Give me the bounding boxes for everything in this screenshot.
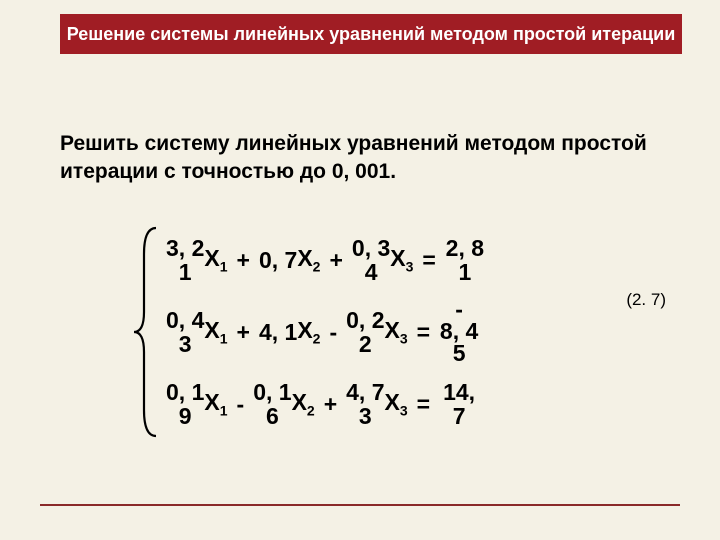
coef-1-3: 0, 3 4 <box>352 236 390 284</box>
footer-rule <box>40 504 680 506</box>
coef-2-1: 0, 4 3 <box>166 308 204 356</box>
x1: X1 <box>204 317 227 347</box>
x3: X3 <box>390 245 413 275</box>
equals: = <box>422 247 435 274</box>
equation-2: 0, 4 3 X1 + 4, 1 X2 - 0, 2 2 X3 = - 8, 4… <box>166 296 485 368</box>
rhs-3: 14, 7 <box>439 380 479 428</box>
x2: X2 <box>297 317 320 347</box>
x1: X1 <box>204 389 227 419</box>
coef-3-1: 0, 1 9 <box>166 380 204 428</box>
op: + <box>329 247 342 274</box>
left-brace <box>130 224 162 440</box>
equation-1: 3, 2 1 X1 + 0, 7 X2 + 0, 3 4 X3 = 2, 8 1 <box>166 224 485 296</box>
rhs-1: 2, 8 1 <box>445 236 485 284</box>
slide-title: Решение системы линейных уравнений метод… <box>67 24 676 45</box>
coef-1-1: 3, 2 1 <box>166 236 204 284</box>
x2: X2 <box>292 389 315 419</box>
x3: X3 <box>385 317 408 347</box>
body-text: Решить систему линейных уравнений методо… <box>60 130 660 187</box>
title-bar: Решение системы линейных уравнений метод… <box>60 14 682 54</box>
op: + <box>237 247 250 274</box>
op: + <box>237 319 250 346</box>
equations: 3, 2 1 X1 + 0, 7 X2 + 0, 3 4 X3 = 2, 8 1… <box>162 224 485 440</box>
rhs-2: - 8, 4 5 <box>439 299 479 365</box>
coef-2-3: 0, 2 2 <box>346 308 384 356</box>
x2: X2 <box>297 245 320 275</box>
op: + <box>324 391 337 418</box>
equals: = <box>417 319 430 346</box>
op: - <box>237 391 245 418</box>
coef-2-2: 4, 1 <box>259 319 297 346</box>
coef-3-3: 4, 7 3 <box>346 380 384 428</box>
equation-3: 0, 1 9 X1 - 0, 1 6 X2 + 4, 7 3 X3 = 14, … <box>166 368 485 440</box>
equals: = <box>417 391 430 418</box>
x1: X1 <box>204 245 227 275</box>
x3: X3 <box>385 389 408 419</box>
coef-3-2: 0, 1 6 <box>253 380 291 428</box>
coef-1-2: 0, 7 <box>259 247 297 274</box>
equation-tag: (2. 7) <box>626 290 666 310</box>
equation-system: 3, 2 1 X1 + 0, 7 X2 + 0, 3 4 X3 = 2, 8 1… <box>130 224 485 440</box>
op: - <box>329 319 337 346</box>
